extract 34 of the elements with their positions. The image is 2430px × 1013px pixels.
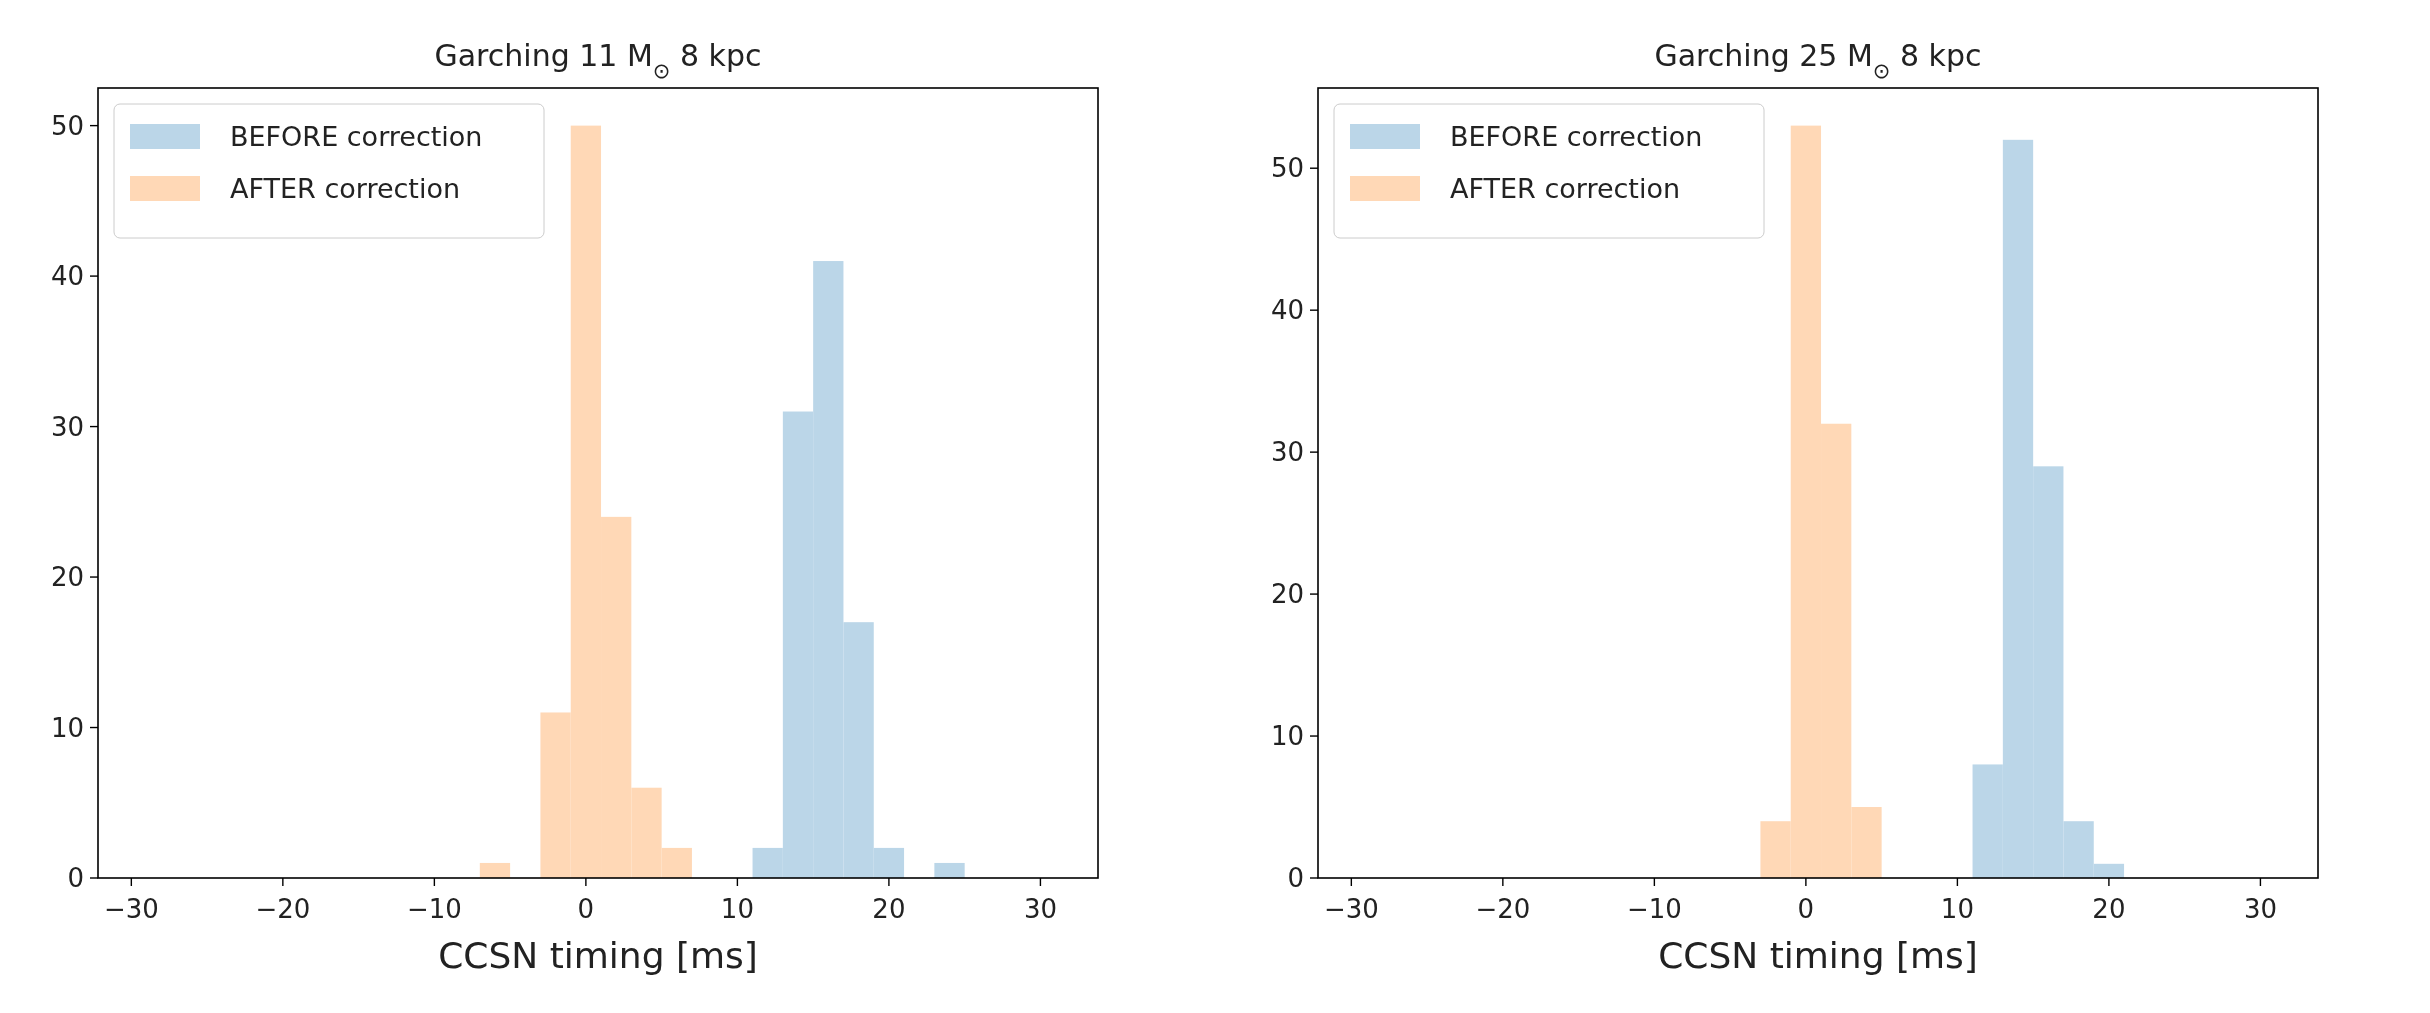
x-axis-title: CCSN timing [ms]: [438, 935, 758, 976]
y-tick-label: 0: [1287, 863, 1304, 894]
chart-title: Garching 11 M$_{⊙}$ 8 kpc: [434, 38, 762, 83]
x-tick-label: 20: [872, 894, 906, 924]
y-tick-label: 20: [50, 562, 84, 593]
x-tick-label: −10: [406, 894, 462, 924]
y-tick-label: 50: [50, 110, 84, 141]
x-tick-label: 30: [1023, 894, 1057, 924]
chart-title: Garching 25 M$_{⊙}$ 8 kpc: [1654, 38, 1982, 83]
y-tick-label: 30: [1270, 437, 1304, 468]
x-tick-label: −30: [1323, 894, 1379, 924]
y-tick-label: 50: [1270, 153, 1304, 184]
legend-label: AFTER correction: [1450, 173, 1681, 204]
y-tick-label: 40: [1270, 295, 1304, 326]
x-tick-label: 20: [2092, 894, 2126, 924]
y-tick-label: 30: [50, 411, 84, 442]
x-tick-label: 0: [1797, 894, 1815, 924]
x-tick-label: 0: [577, 894, 595, 924]
legend-label: BEFORE correction: [230, 121, 483, 152]
y-tick-label: 0: [67, 863, 84, 894]
x-axis-title: CCSN timing [ms]: [1658, 935, 1978, 976]
x-tick-label: −20: [1475, 894, 1531, 924]
x-tick-label: −30: [103, 894, 159, 924]
x-tick-label: 10: [720, 894, 754, 924]
x-tick-label: 30: [2243, 894, 2277, 924]
y-tick-label: 10: [1270, 721, 1304, 752]
legend-label: BEFORE correction: [1450, 121, 1703, 152]
x-tick-label: 10: [1940, 894, 1974, 924]
legend-label: AFTER correction: [230, 173, 461, 204]
y-tick-label: 40: [50, 261, 84, 292]
x-tick-label: −10: [1626, 894, 1682, 924]
y-tick-label: 20: [1270, 579, 1304, 610]
x-tick-label: −20: [255, 894, 311, 924]
y-tick-label: 10: [50, 712, 84, 743]
